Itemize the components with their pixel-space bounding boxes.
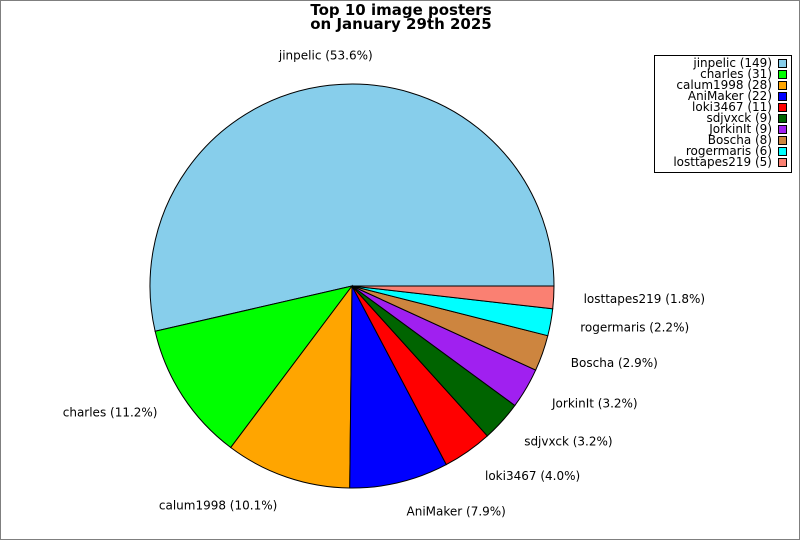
- pie-slice-animaker: [349, 285, 448, 489]
- pie-labels: jinpelic (53.6%) charles (11.2%) calum1998…: [63, 49, 705, 519]
- pie-label-loki3467: loki3467 (4.0%): [485, 469, 580, 483]
- legend-label: charles (31): [700, 67, 772, 81]
- legend-swatch: [778, 136, 787, 145]
- legend-item-charles: charles (31): [655, 67, 787, 81]
- legend-label: jinpelic (149): [693, 56, 772, 70]
- legend: jinpelic (149) charles (31) calum1998 (28)…: [654, 55, 792, 173]
- legend-item-loki3467: loki3467 (11): [655, 100, 787, 114]
- pie-label-boscha: Boscha (2.9%): [571, 356, 658, 370]
- legend-swatch: [778, 158, 787, 167]
- pie-label-animaker: AniMaker (7.9%): [407, 505, 506, 519]
- legend-item-jinpelic: jinpelic (149): [655, 56, 787, 70]
- legend-label: AniMaker (22): [687, 89, 772, 103]
- pie-label-calum1998: calum1998 (10.1%): [159, 499, 277, 513]
- legend-swatch: [778, 70, 787, 79]
- legend-swatch: [778, 59, 787, 68]
- legend-swatch: [778, 103, 787, 112]
- legend-item-sdjvxck: sdjvxck (9): [655, 111, 787, 125]
- legend-swatch: [778, 92, 787, 101]
- legend-label: losttapes219 (5): [673, 155, 772, 169]
- legend-label: calum1998 (28): [676, 78, 772, 92]
- legend-item-losttapes219: losttapes219 (5): [655, 155, 787, 169]
- legend-item-rogermaris: rogermaris (6): [655, 144, 787, 158]
- legend-item-jorkinit: JorkinIt (9): [655, 122, 787, 136]
- chart-title-line-1: Top 10 image posters: [310, 1, 492, 19]
- legend-label: Boscha (8): [707, 133, 772, 147]
- pie-label-losttapes219: losttapes219 (1.8%): [584, 292, 706, 306]
- pie-slice-charles: [154, 285, 354, 449]
- pie-label-jorkinit: JorkinIt (3.2%): [551, 397, 638, 411]
- legend-swatch: [778, 147, 787, 156]
- pie-slices: [149, 83, 555, 489]
- pie-label-rogermaris: rogermaris (2.2%): [580, 321, 689, 335]
- legend-label: JorkinIt (9): [709, 122, 772, 136]
- pie-slice-calum1998: [229, 284, 353, 489]
- pie-label-charles: charles (11.2%): [63, 405, 158, 419]
- legend-item-calum1998: calum1998 (28): [655, 78, 787, 92]
- legend-item-animaker: AniMaker (22): [655, 89, 787, 103]
- pie-slice-losttapes219: [351, 285, 555, 310]
- pie-label-jinpelic: jinpelic (53.6%): [278, 49, 373, 63]
- legend-label: loki3467 (11): [692, 100, 772, 114]
- legend-label: rogermaris (6): [685, 144, 772, 158]
- pie-label-sdjvxck: sdjvxck (3.2%): [524, 435, 612, 449]
- legend-swatch: [778, 125, 787, 134]
- chart-title: Top 10 image posters on January 29th 202…: [1, 1, 799, 33]
- legend-item-boscha: Boscha (8): [655, 133, 787, 147]
- legend-swatch: [778, 114, 787, 123]
- chart-title-line-2: on January 29th 2025: [310, 15, 492, 33]
- pie-slice-jinpelic: [149, 83, 555, 332]
- legend-label: sdjvxck (9): [706, 111, 772, 125]
- legend-swatch: [778, 81, 787, 90]
